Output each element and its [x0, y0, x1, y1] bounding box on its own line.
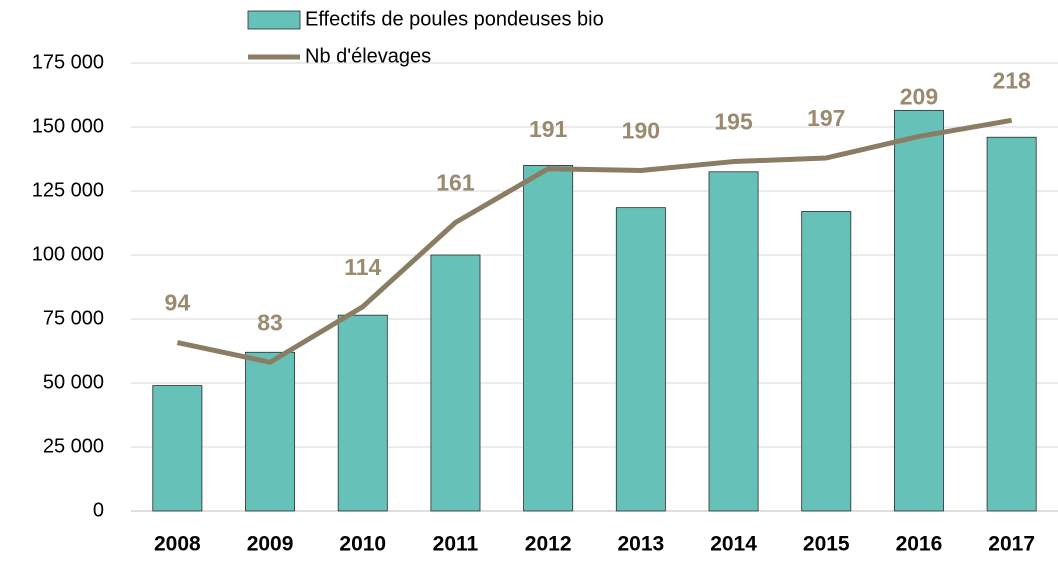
- data-label: 218: [992, 67, 1031, 93]
- x-tick-label: 2010: [339, 533, 386, 556]
- bar: [986, 136, 1037, 512]
- bar: [523, 164, 574, 512]
- legend-label: Effectifs de poules pondeuses bio: [305, 8, 604, 30]
- bar: [245, 351, 296, 512]
- y-tick-label: 125 000: [32, 179, 104, 201]
- data-label: 114: [344, 254, 381, 280]
- x-tick-label: 2008: [154, 533, 201, 556]
- bar: [708, 171, 759, 512]
- y-tick-label: 50 000: [43, 371, 104, 393]
- data-label: 191: [529, 116, 568, 142]
- x-tick-label: 2012: [525, 533, 572, 556]
- x-tick-label: 2011: [433, 533, 479, 556]
- x-tick-label: 2009: [247, 533, 294, 556]
- bar: [337, 314, 388, 512]
- y-tick-label: 25 000: [43, 435, 104, 457]
- data-label: 209: [900, 84, 938, 110]
- y-tick-label: 150 000: [32, 115, 104, 137]
- y-tick-label: 75 000: [43, 307, 104, 329]
- x-tick-label: 2017: [988, 533, 1035, 556]
- line: [176, 117, 1013, 365]
- x-tick-label: 2013: [617, 533, 664, 556]
- bar: [615, 207, 666, 512]
- data-label: 197: [807, 105, 845, 131]
- legend-swatch: [247, 10, 301, 30]
- x-tick-label: 2016: [896, 533, 943, 556]
- y-tick-label: 100 000: [32, 243, 104, 265]
- data-label: 195: [714, 109, 753, 135]
- data-label: 190: [622, 118, 660, 144]
- bar: [893, 109, 944, 512]
- legend-label: Nb d'élevages: [305, 45, 431, 67]
- bar: [430, 254, 481, 512]
- x-tick-label: 2014: [710, 533, 757, 556]
- y-tick-label: 175 000: [32, 51, 104, 73]
- y-tick-label: 0: [93, 499, 104, 521]
- bar: [152, 385, 203, 512]
- bar: [801, 211, 852, 512]
- data-label: 83: [257, 309, 283, 335]
- data-label: 161: [436, 170, 475, 196]
- data-label: 94: [165, 290, 191, 316]
- x-tick-label: 2015: [803, 533, 850, 556]
